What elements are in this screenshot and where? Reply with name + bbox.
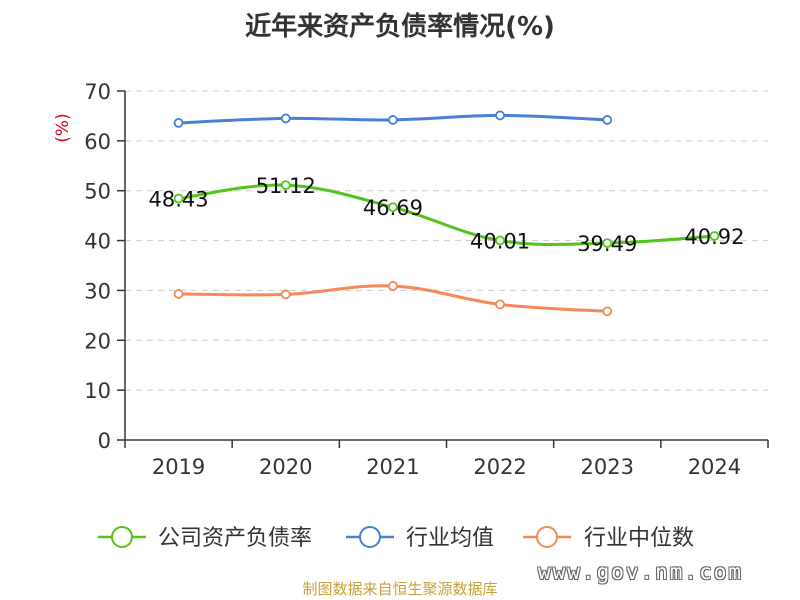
data-label: 46.69: [363, 196, 423, 220]
legend-marker: [111, 526, 133, 548]
legend-label: 公司资产负债率: [158, 526, 312, 551]
legend-marker: [536, 526, 558, 548]
legend-marker: [359, 526, 381, 548]
data-point[interactable]: [280, 113, 291, 124]
legend-item[interactable]: 公司资产负债率: [98, 526, 312, 551]
x-tick-label: 2023: [581, 455, 634, 479]
x-tick-label: 2021: [366, 455, 419, 479]
chart-title: 近年来资产负债率情况(%): [245, 12, 555, 42]
y-tick-label: 10: [84, 379, 111, 403]
data-labels: 48.43 51.12 46.69 40.01 39.49 40.92: [149, 174, 745, 256]
x-tick-label: 2019: [152, 455, 205, 479]
x-tick-label: 2024: [688, 455, 741, 479]
legend-item[interactable]: 行业均值: [346, 526, 494, 551]
x-tick-label: 2020: [259, 455, 312, 479]
data-point[interactable]: [602, 306, 613, 317]
data-point[interactable]: [709, 231, 720, 241]
y-tick-label: 60: [84, 130, 111, 154]
data-label: 40.01: [470, 230, 530, 254]
legend-label: 行业中位数: [584, 526, 694, 551]
data-point[interactable]: [388, 281, 398, 291]
grid-lines: [125, 90, 768, 391]
y-tick-label: 40: [84, 230, 111, 254]
data-point[interactable]: [173, 118, 184, 128]
data-point[interactable]: [280, 289, 291, 300]
data-label: 40.92: [684, 225, 744, 249]
x-tick-label: 2022: [473, 455, 526, 479]
data-point[interactable]: [388, 202, 398, 213]
data-point[interactable]: [495, 299, 505, 310]
data-label: 48.43: [149, 188, 209, 212]
y-tick-label: 50: [84, 180, 111, 204]
y-tick-label: 30: [84, 279, 111, 303]
data-point[interactable]: [280, 180, 291, 191]
data-point[interactable]: [602, 115, 613, 125]
data-point[interactable]: [495, 235, 505, 246]
y-tick-label: 0: [98, 429, 111, 453]
y-axis-unit: (%): [53, 113, 73, 142]
data-label: 51.12: [256, 174, 316, 198]
y-tick-label: 70: [84, 80, 111, 104]
data-point[interactable]: [495, 110, 505, 121]
series-line: [177, 183, 716, 247]
data-point[interactable]: [388, 115, 398, 125]
data-point[interactable]: [173, 289, 184, 299]
series-lines: [173, 110, 720, 317]
y-tick-label: 20: [84, 329, 111, 353]
data-point[interactable]: [173, 193, 184, 204]
data-point[interactable]: [602, 238, 613, 249]
legend-label: 行业均值: [406, 526, 494, 551]
axes: 0 10 20 30 40 50 60 70 2019 2020 2021 2022 2023 2024: [84, 80, 769, 479]
source-note: 制图数据来自恒生聚源数据库: [302, 580, 498, 598]
legend[interactable]: 公司资产负债率 行业均值 行业中位数: [98, 526, 694, 551]
legend-item[interactable]: 行业中位数: [523, 526, 694, 551]
data-label: 39.49: [577, 232, 637, 256]
watermark: www.gov.nm.com: [538, 560, 744, 584]
